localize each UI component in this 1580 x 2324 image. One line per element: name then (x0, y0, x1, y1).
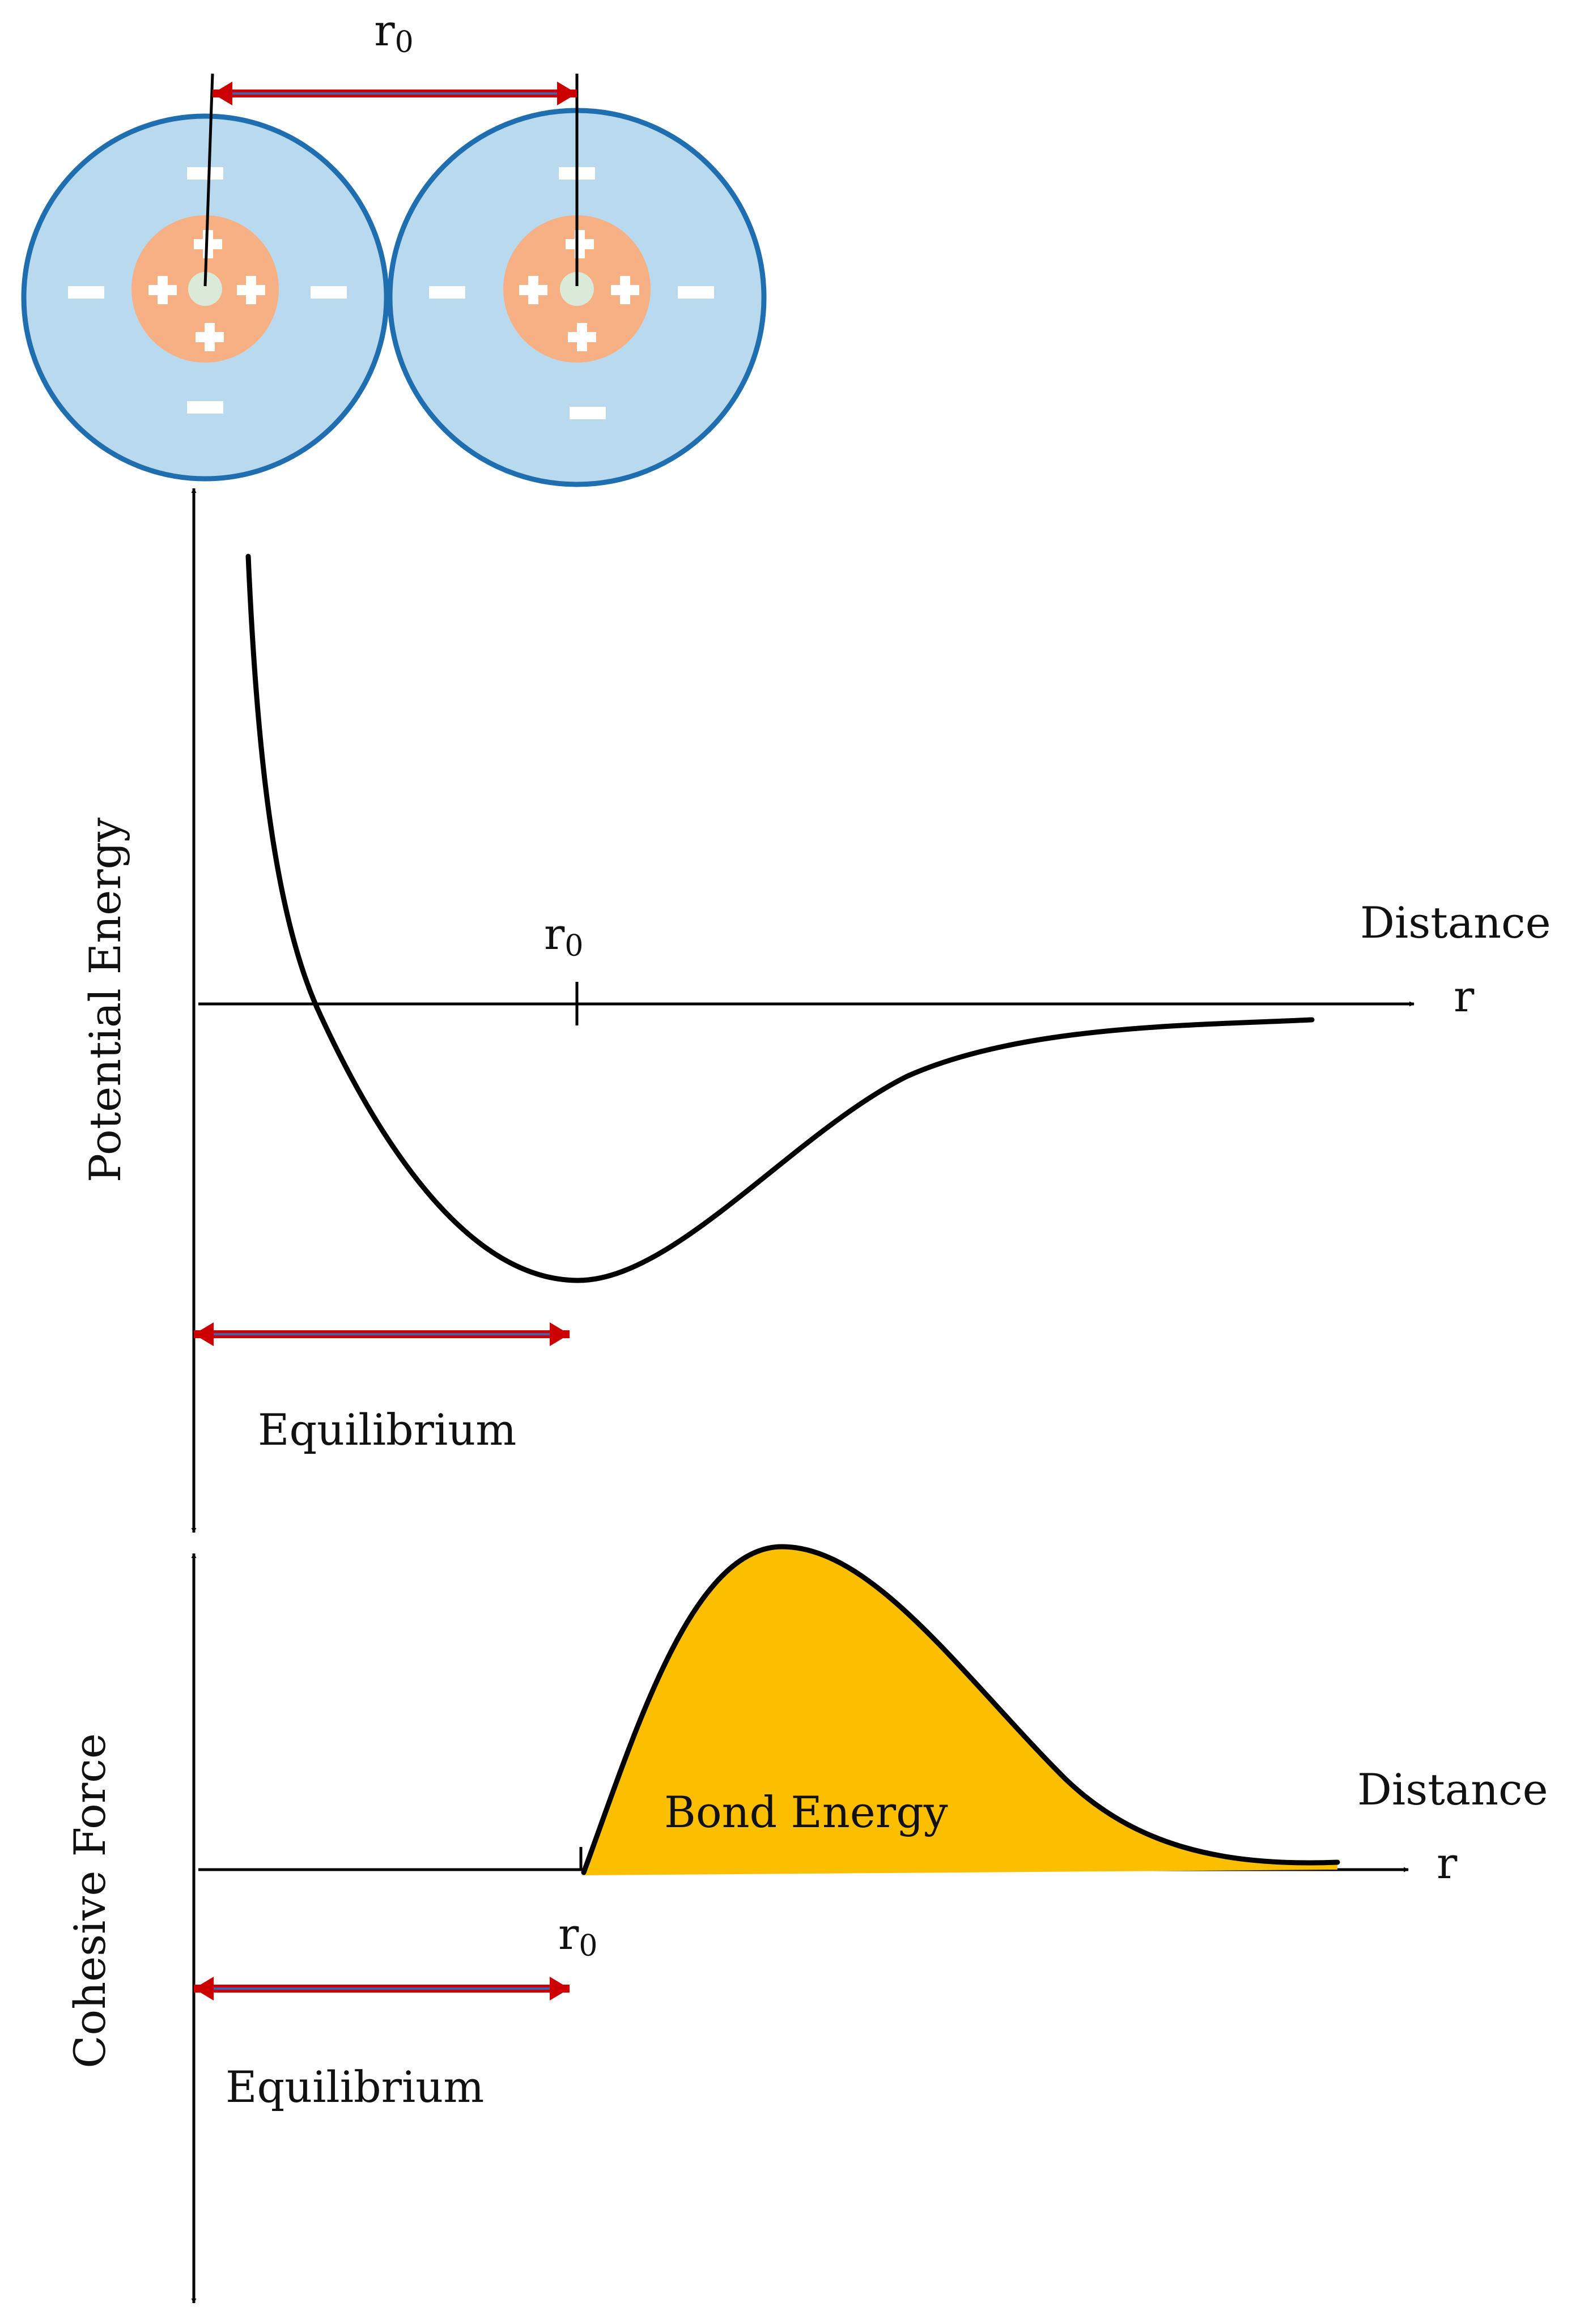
plus-sign (568, 323, 596, 351)
plus-sign (519, 276, 547, 304)
plus-sign (237, 276, 265, 304)
atom-right (387, 108, 767, 487)
minus-sign (311, 286, 347, 299)
cohesive-force-plot: Bond Energy Distance r r0 Cohesive Force… (65, 1544, 1548, 2304)
r0-label: r0 (544, 909, 583, 963)
minus-sign (68, 286, 104, 299)
cohesive-force-curve (581, 1544, 1340, 1875)
y-axis-label: Cohesive Force (65, 1733, 115, 2068)
r0-spacing-label: r0 (374, 5, 413, 59)
core-left (188, 272, 222, 306)
bond-energy-area (584, 1547, 1337, 1875)
atom-left (21, 113, 389, 482)
minus-sign (187, 167, 223, 180)
equilibrium-arrow (194, 1977, 570, 2000)
minus-sign (429, 286, 465, 299)
bond-energy-label: Bond Energy (664, 1787, 948, 1837)
minus-sign (570, 407, 606, 419)
potential-energy-plot: r0 Distance r Potential Energy Equilibri… (80, 488, 1551, 1533)
atom-center-line-left (203, 73, 214, 287)
core-right (560, 272, 594, 306)
equilibrium-label: Equilibrium (258, 1404, 516, 1455)
equilibrium-arrow (194, 1322, 570, 1346)
y-axis-label: Potential Energy (80, 818, 130, 1182)
minus-sign (678, 286, 714, 299)
potential-energy-curve (245, 554, 1315, 1283)
plus-sign (196, 323, 224, 351)
x-axis-title: Distance (1357, 1764, 1548, 1815)
equilibrium-label: Equilibrium (226, 2062, 484, 2112)
minus-sign (187, 401, 223, 414)
r0-label: r0 (558, 1909, 597, 1963)
plus-sign (148, 276, 177, 304)
negative-charges (68, 167, 714, 419)
x-axis-symbol: r (1454, 971, 1475, 1021)
r0-spacing-arrow (213, 82, 577, 105)
plus-sign (611, 276, 639, 304)
x-axis-title: Distance (1360, 897, 1551, 948)
atom-pair: r0 (21, 5, 767, 487)
x-axis-symbol: r (1437, 1838, 1458, 1888)
